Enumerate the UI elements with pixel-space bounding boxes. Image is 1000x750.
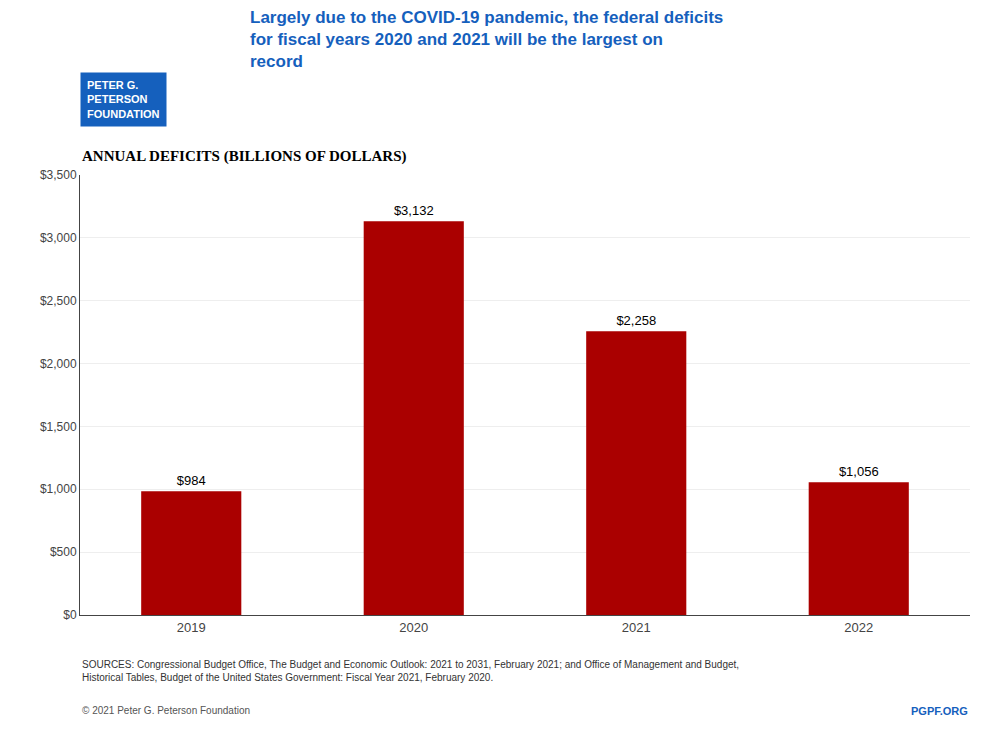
svg-text:$1,500: $1,500 — [40, 420, 77, 434]
svg-text:$500: $500 — [50, 545, 77, 559]
svg-text:$2,000: $2,000 — [40, 357, 77, 371]
svg-text:2022: 2022 — [844, 620, 873, 635]
svg-text:$3,132: $3,132 — [394, 203, 434, 218]
svg-text:$1,056: $1,056 — [839, 464, 879, 479]
svg-text:2020: 2020 — [399, 620, 428, 635]
svg-text:Largely due to the COVID-19 pa: Largely due to the COVID-19 pandemic, th… — [250, 8, 723, 71]
svg-text:$3,000: $3,000 — [40, 231, 77, 245]
svg-text:ANNUAL DEFICITS (BILLIONS OF D: ANNUAL DEFICITS (BILLIONS OF DOLLARS) — [82, 148, 407, 165]
svg-text:$0: $0 — [63, 608, 77, 622]
svg-text:$2,500: $2,500 — [40, 294, 77, 308]
svg-text:$1,000: $1,000 — [40, 482, 77, 496]
svg-text:PETER G.PETERSONFOUNDATION: PETER G.PETERSONFOUNDATION — [87, 79, 160, 120]
svg-text:$984: $984 — [177, 473, 206, 488]
svg-text:$3,500: $3,500 — [40, 168, 77, 182]
svg-text:2019: 2019 — [177, 620, 206, 635]
svg-text:2021: 2021 — [622, 620, 651, 635]
svg-text:SOURCES: Congressional Budget: SOURCES: Congressional Budget Office, Th… — [82, 659, 739, 683]
svg-text:$2,258: $2,258 — [616, 313, 656, 328]
svg-text:© 2021 Peter G. Peterson Found: © 2021 Peter G. Peterson Foundation — [82, 705, 250, 716]
svg-text:PGPF.ORG: PGPF.ORG — [911, 705, 968, 717]
